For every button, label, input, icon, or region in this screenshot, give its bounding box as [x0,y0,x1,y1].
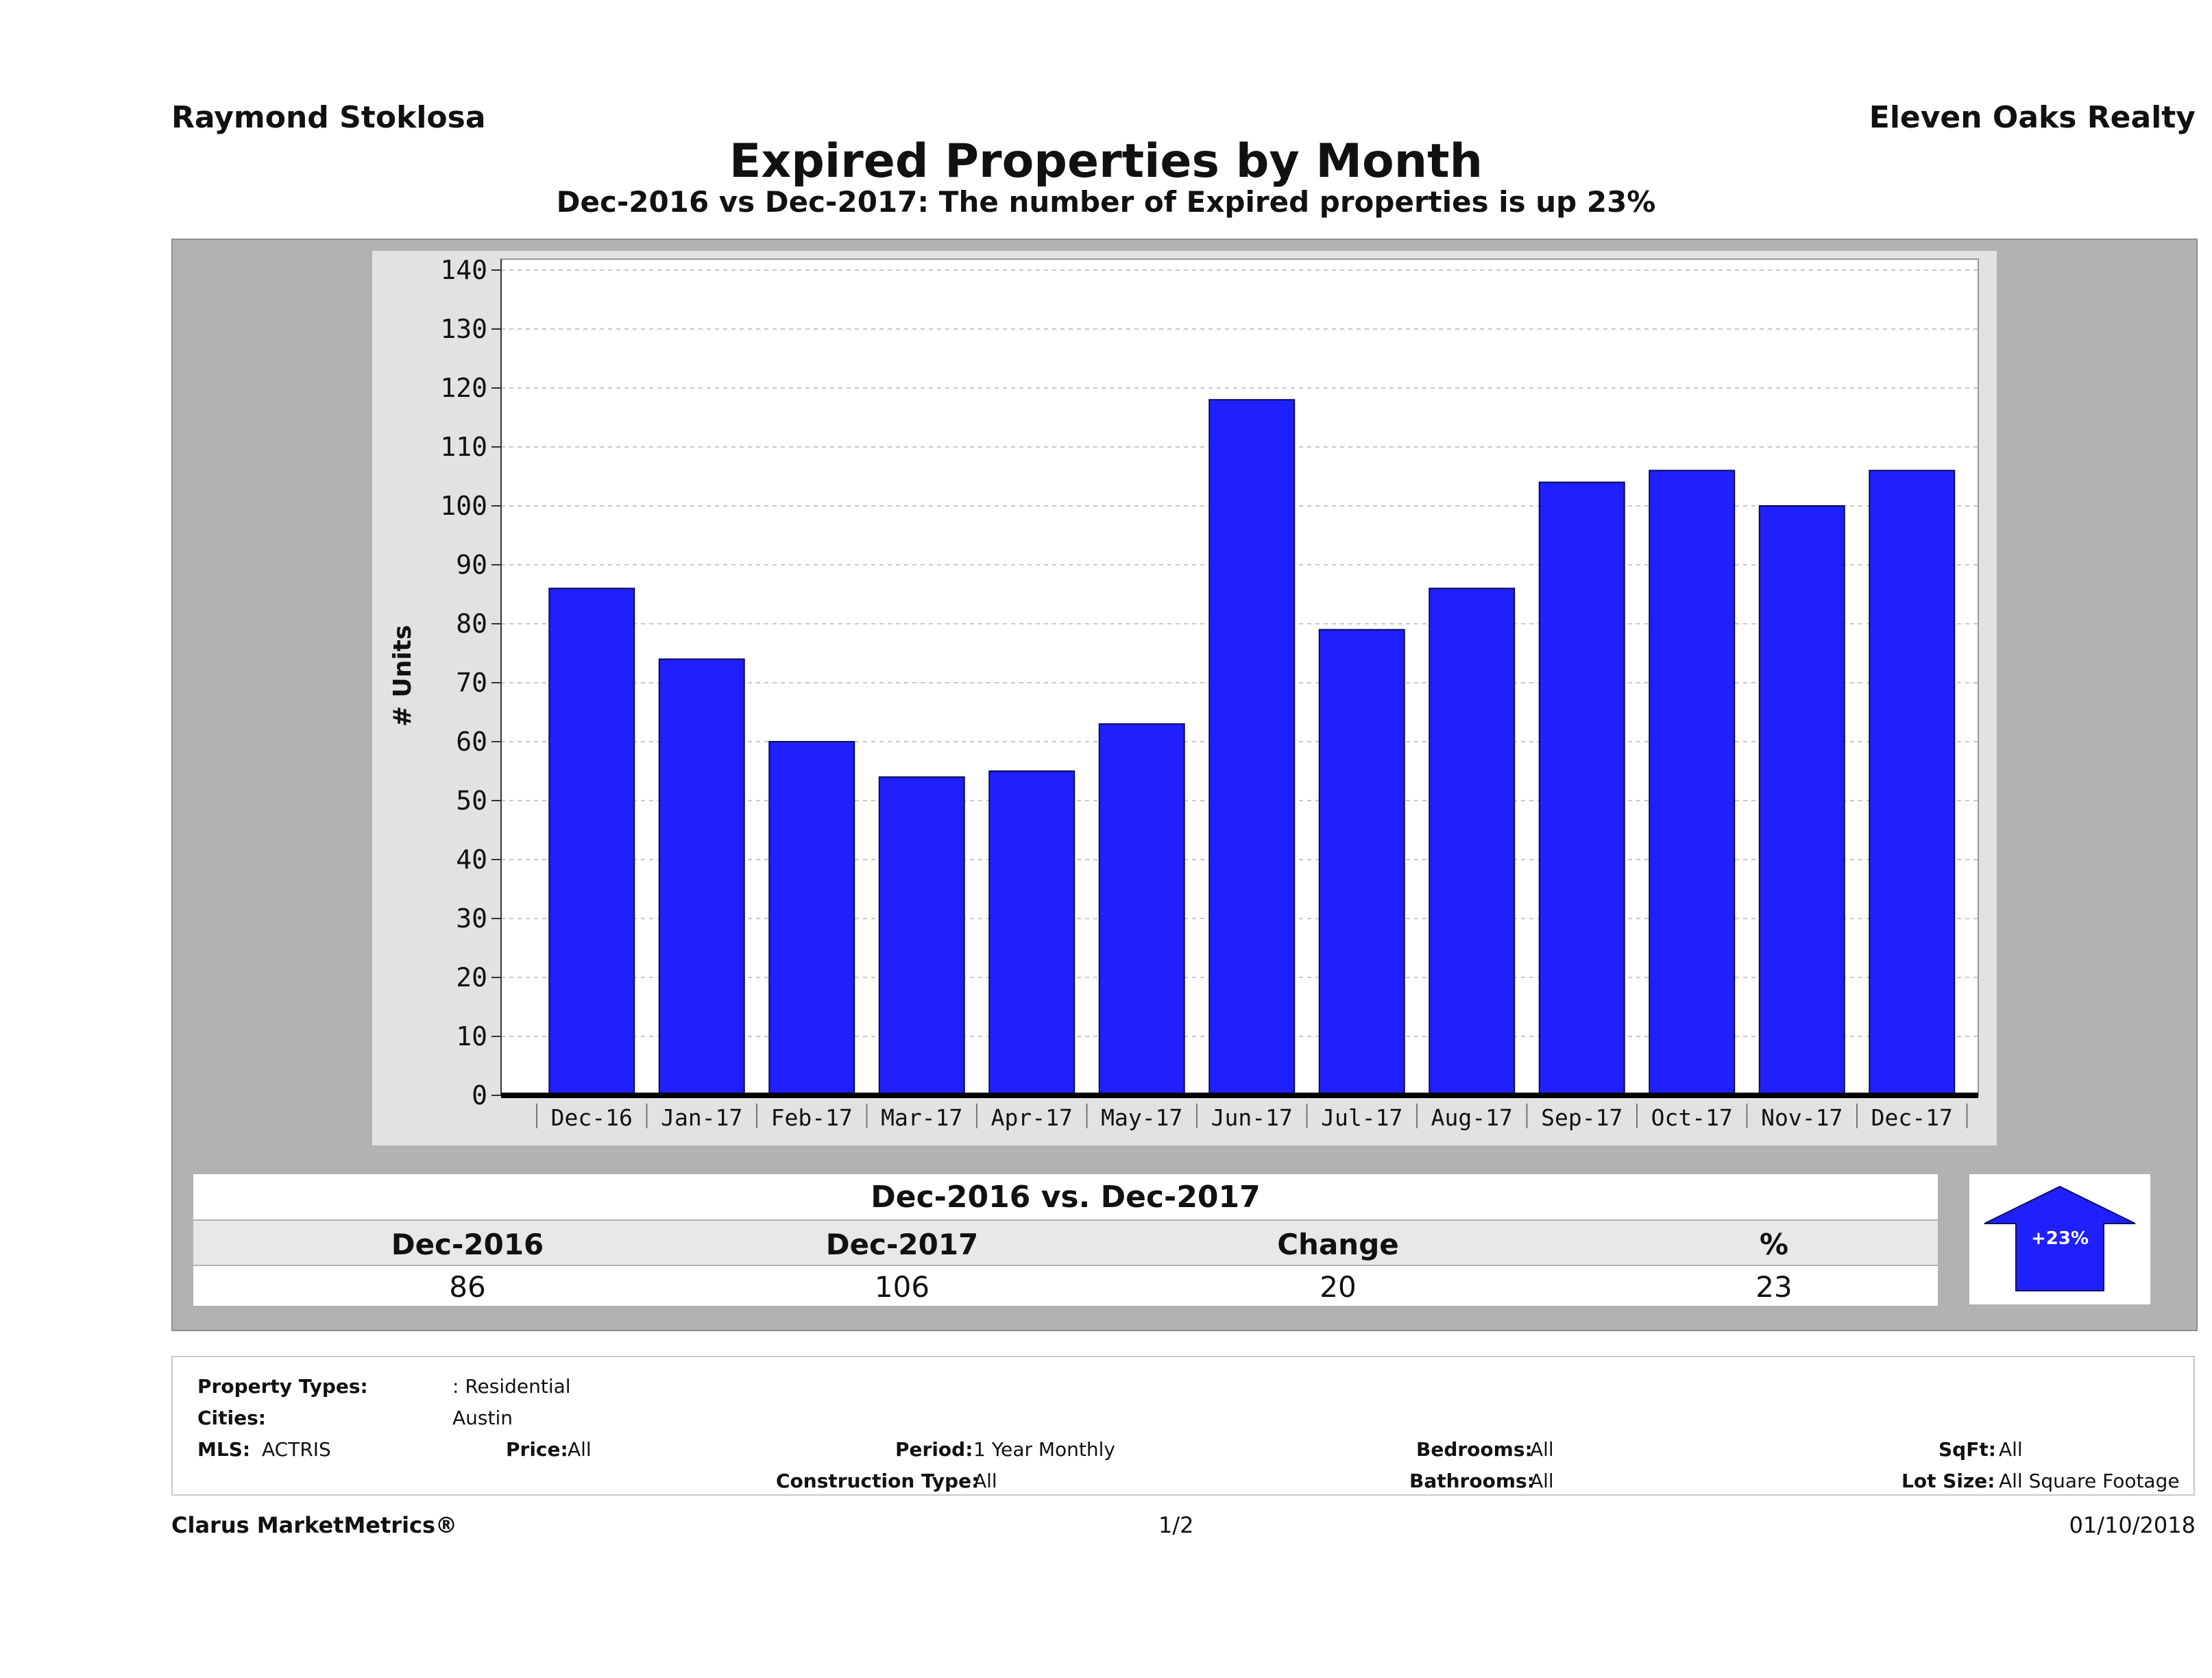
y-tick-label: 70 [456,668,487,698]
y-tick-label: 130 [440,314,487,344]
y-tick-label: 80 [456,609,487,639]
y-tick-label: 50 [456,786,487,816]
mls-label: MLS: [197,1438,251,1461]
summary-value-change: 20 [1320,1270,1357,1304]
change-badge: +23% [1969,1174,2150,1304]
bar [1758,505,1845,1096]
x-tick-label: Mar-17 [881,1104,962,1131]
y-tick-label: 60 [456,727,487,757]
summary-header-percent: % [1759,1228,1789,1261]
summary-header-dec2016: Dec-2016 [391,1228,544,1261]
x-tick-label: May-17 [1101,1104,1182,1131]
summary-value-percent: 23 [1755,1270,1792,1304]
bar [988,770,1075,1096]
chart-area: 0 10 20 30 40 50 60 70 80 90 100 110 120 130 140 # Unit… [372,251,1997,1145]
lot-size-value: All Square Footage [1999,1470,2180,1492]
badge-label: +23% [2031,1228,2089,1249]
bathrooms-label: Bathrooms: [1409,1470,1535,1492]
footer-brand: Clarus MarketMetrics® [171,1512,458,1538]
agent-name: Raymond Stoklosa [171,100,486,135]
bedrooms-value: All [1530,1438,1554,1461]
bar [1869,470,1956,1096]
footer-page-number: 1/2 [1158,1512,1194,1538]
footer-date: 01/10/2018 [2069,1512,2196,1538]
x-tick-label: Jun-17 [1211,1104,1293,1131]
property-types-value: : Residential [452,1375,571,1398]
x-tick-label: Dec-16 [551,1104,633,1131]
period-value: 1 Year Monthly [973,1438,1116,1461]
construction-type-label: Construction Type: [776,1470,980,1492]
summary-header-row: Dec-2016 Dec-2017 Change % [193,1221,1938,1265]
y-tick-label: 90 [456,550,487,580]
bar [1429,587,1516,1096]
sqft-value: All [1999,1438,2023,1461]
y-tick-label: 30 [456,903,487,934]
summary-value-dec2017: 106 [874,1270,930,1304]
mls-value: ACTRIS [262,1438,331,1461]
x-tick-label: Jan-17 [661,1104,742,1131]
x-tick-label: Sep-17 [1541,1104,1622,1131]
summary-value-row: 86 106 20 23 [193,1266,1938,1306]
bar [878,776,965,1096]
bar [1649,470,1736,1096]
cities-value: Austin [452,1407,513,1429]
bar [1208,399,1296,1096]
bar-chart: 0 10 20 30 40 50 60 70 80 90 100 110 120 130 140 # Unit… [389,255,1979,1131]
bar [1318,629,1405,1096]
bedrooms-label: Bedrooms: [1416,1438,1533,1461]
summary-heading: Dec-2016 vs. Dec-2017 [871,1180,1261,1215]
chart-subtitle: Dec-2016 vs Dec-2017: The number of Expi… [556,185,1656,219]
price-label: Price: [506,1438,568,1461]
company-name: Eleven Oaks Realty [1869,100,2196,135]
x-tick-label: Nov-17 [1761,1104,1843,1131]
price-value: All [568,1438,592,1461]
x-tick-label: Apr-17 [991,1104,1073,1131]
bar [1098,723,1185,1096]
up-arrow-icon: +23% [1984,1185,2136,1291]
cities-label: Cities: [197,1407,266,1429]
summary-header-dec2017: Dec-2017 [825,1228,979,1261]
x-tick-label: Aug-17 [1431,1104,1513,1131]
y-axis-label: # Units [389,625,417,727]
sqft-label: SqFt: [1938,1438,1996,1461]
y-tick-label: 120 [440,373,487,403]
period-label: Period: [895,1438,973,1461]
y-tick-label: 110 [440,432,487,462]
x-tick-label: Feb-17 [771,1104,853,1131]
x-tick-label: Dec-17 [1871,1104,1953,1131]
bar [768,741,855,1096]
bar [1538,481,1625,1097]
x-tick-label: Jul-17 [1321,1104,1402,1131]
x-tick-label: Oct-17 [1651,1104,1733,1131]
filter-criteria: Property Types: : Residential Cities: Au… [171,1356,2195,1496]
construction-type-value: All [973,1470,997,1492]
property-types-label: Property Types: [197,1375,368,1398]
y-tick-label: 140 [440,255,487,285]
y-tick-label: 10 [456,1021,487,1051]
y-tick-label: 40 [456,844,487,875]
bar [658,658,745,1096]
bar [548,587,635,1096]
bathrooms-value: All [1530,1470,1554,1492]
chart-title: Expired Properties by Month [729,134,1483,189]
lot-size-label: Lot Size: [1901,1470,1995,1492]
summary-heading-row: Dec-2016 vs. Dec-2017 [193,1174,1938,1219]
y-tick-label: 0 [472,1080,487,1110]
summary-table: Dec-2016 vs. Dec-2017 Dec-2016 Dec-2017 … [193,1174,1938,1309]
summary-value-dec2016: 86 [449,1270,486,1304]
y-tick-label: 100 [440,491,487,521]
y-tick-label: 20 [456,962,487,993]
summary-header-change: Change [1277,1228,1399,1261]
